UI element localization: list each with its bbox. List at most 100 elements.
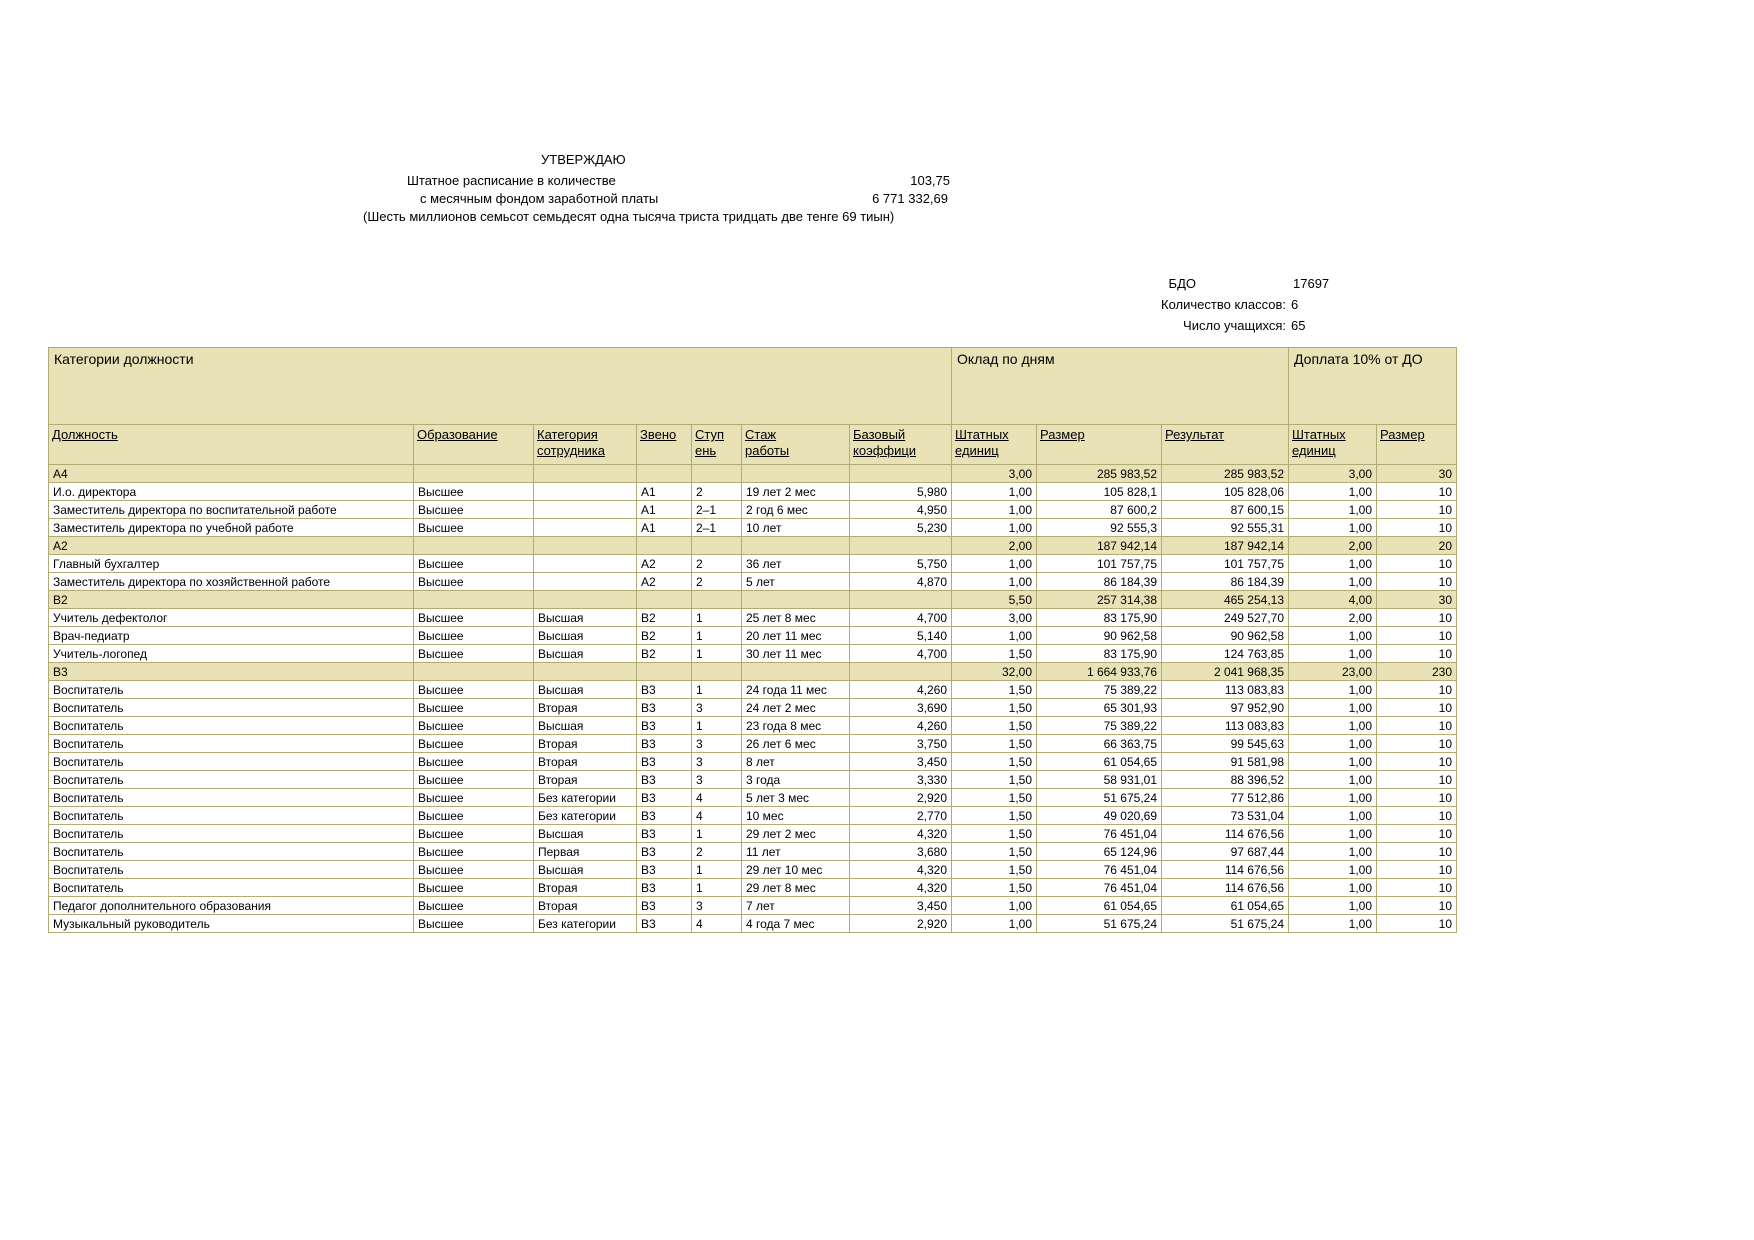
table-cell: 3,690: [848, 698, 953, 717]
table-cell: 75 389,22: [1036, 716, 1163, 735]
table-cell: А2: [48, 536, 414, 555]
table-cell: 77 512,86: [1161, 788, 1290, 807]
col-header-staff-units-bonus: Штатных единиц: [1288, 424, 1378, 465]
table-cell: 1,00: [1288, 860, 1378, 879]
table-cell: 4: [691, 788, 742, 807]
salary-fund-label: с месячным фондом заработной платы: [420, 191, 659, 206]
table-cell: 113 083,83: [1161, 716, 1290, 735]
table-cell: Высшее: [413, 500, 534, 519]
table-cell: 1,00: [951, 572, 1038, 591]
table-cell: 10: [1376, 680, 1458, 699]
table-cell: 4,700: [848, 644, 953, 663]
table-cell: 61 054,65: [1161, 896, 1290, 915]
table-cell: Учитель дефектолог: [48, 608, 414, 627]
table-cell: 2,770: [848, 806, 953, 825]
table-cell: 1,50: [951, 788, 1038, 807]
table-cell: В3: [636, 806, 692, 825]
table-cell: 2–1: [691, 500, 742, 519]
table-cell: Воспитатель: [48, 860, 414, 879]
col-header-base-coefficient: Базовый коэффици: [848, 424, 953, 465]
table-cell: [741, 536, 850, 555]
table-cell: 1,00: [1288, 644, 1378, 663]
table-cell: В3: [636, 896, 692, 915]
table-cell: 97 687,44: [1161, 842, 1290, 861]
table-cell: 76 451,04: [1036, 824, 1163, 843]
table-cell: [691, 662, 742, 681]
table-cell: [691, 464, 742, 483]
table-cell: 10: [1376, 482, 1458, 501]
table-cell: 1,50: [951, 770, 1038, 789]
table-cell: 4,260: [848, 680, 953, 699]
col-header-position: Должность: [48, 424, 414, 465]
table-cell: 3 года: [741, 770, 850, 789]
table-cell: Высшее: [413, 572, 534, 591]
table-cell: В3: [636, 788, 692, 807]
table-cell: 4: [691, 914, 742, 933]
table-cell: 3,450: [848, 752, 953, 771]
table-cell: Высшее: [413, 896, 534, 915]
staffing-table: Категории должности Оклад по дням Доплат…: [47, 347, 1458, 933]
table-group-row: В2 5,50 257 314,38 465 254,13 4,00 30: [48, 590, 1458, 609]
table-cell: Воспитатель: [48, 842, 414, 861]
table-cell: [741, 662, 850, 681]
table-cell: 49 020,69: [1036, 806, 1163, 825]
table-row: Учитель дефектолог Высшее Высшая В2 1 25 лет …: [48, 608, 1458, 627]
table-cell: Высшее: [413, 716, 534, 735]
table-cell: 58 931,01: [1036, 770, 1163, 789]
table-cell: В3: [636, 824, 692, 843]
table-cell: 10: [1376, 716, 1458, 735]
table-cell: 10: [1376, 824, 1458, 843]
table-cell: 10: [1376, 572, 1458, 591]
table-cell: Высшее: [413, 770, 534, 789]
table-cell: 1,00: [951, 626, 1038, 645]
table-cell: В3: [636, 860, 692, 879]
table-row: Главный бухгалтер Высшее А2 2 36 лет 5,750 1,0…: [48, 554, 1458, 573]
table-cell: 87 600,2: [1036, 500, 1163, 519]
approve-title: УТВЕРЖДАЮ: [541, 152, 626, 167]
table-cell: [636, 662, 692, 681]
table-cell: Воспитатель: [48, 680, 414, 699]
table-cell: 87 600,15: [1161, 500, 1290, 519]
table-cell: 66 363,75: [1036, 734, 1163, 753]
table-cell: [413, 464, 534, 483]
table-cell: 10: [1376, 644, 1458, 663]
table-cell: 1,00: [1288, 806, 1378, 825]
table-cell: 1: [691, 608, 742, 627]
table-cell: Учитель-логопед: [48, 644, 414, 663]
table-cell: 10: [1376, 896, 1458, 915]
table-cell: Высшее: [413, 518, 534, 537]
table-cell: В2: [636, 626, 692, 645]
table-cell: Музыкальный руководитель: [48, 914, 414, 933]
table-cell: 26 лет 6 мес: [741, 734, 850, 753]
table-cell: 1,00: [951, 482, 1038, 501]
table-cell: Высшее: [413, 482, 534, 501]
table-row: Воспитатель Высшее Вторая В3 3 8 лет 3,450 1,50…: [48, 752, 1458, 771]
table-cell: 1,00: [1288, 680, 1378, 699]
table-cell: Высшее: [413, 626, 534, 645]
table-cell: 51 675,24: [1036, 914, 1163, 933]
col-header-size: Размер: [1036, 424, 1163, 465]
table-cell: [636, 536, 692, 555]
table-cell: 30: [1376, 590, 1458, 609]
table-cell: 1: [691, 878, 742, 897]
table-cell: 2: [691, 554, 742, 573]
table-cell: 2,920: [848, 914, 953, 933]
table-cell: Воспитатель: [48, 770, 414, 789]
col-header-education: Образование: [413, 424, 534, 465]
table-cell: 8 лет: [741, 752, 850, 771]
table-cell: 30: [1376, 464, 1458, 483]
table-row: Врач-педиатр Высшее Высшая В2 1 20 лет 11 мес…: [48, 626, 1458, 645]
table-cell: 113 083,83: [1161, 680, 1290, 699]
table-cell: 4,00: [1288, 590, 1378, 609]
table-cell: 1 664 933,76: [1036, 662, 1163, 681]
table-cell: В3: [636, 878, 692, 897]
table-cell: Без категории: [533, 806, 637, 825]
table-cell: 51 675,24: [1161, 914, 1290, 933]
table-cell: 65 301,93: [1036, 698, 1163, 717]
table-row: Заместитель директора по хозяйственной р…: [48, 572, 1458, 591]
table-cell: 92 555,31: [1161, 518, 1290, 537]
table-cell: 1: [691, 644, 742, 663]
table-cell: Заместитель директора по учебной работе: [48, 518, 414, 537]
table-cell: Высшая: [533, 860, 637, 879]
table-cell: 1,00: [1288, 788, 1378, 807]
